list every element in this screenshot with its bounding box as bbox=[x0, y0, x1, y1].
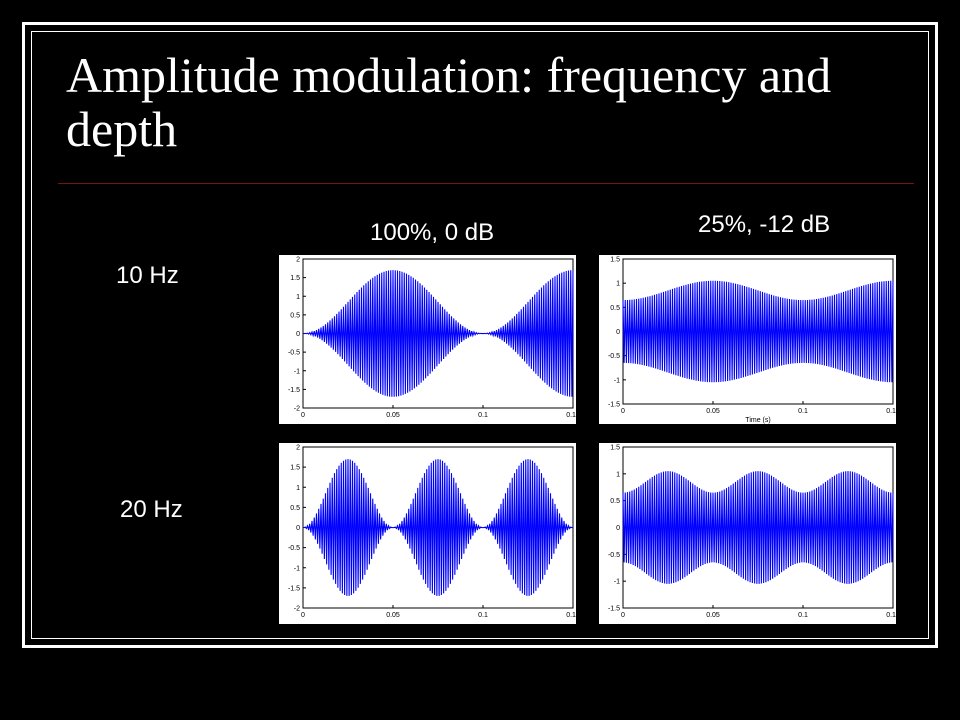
y-tick-label: -0.5 bbox=[608, 353, 620, 360]
x-tick-label: 0.15 bbox=[566, 612, 576, 619]
y-tick-label: 0 bbox=[296, 331, 300, 338]
y-tick-label: -1 bbox=[614, 579, 620, 586]
x-tick-label: 0.1 bbox=[478, 612, 488, 619]
y-tick-label: -1.5 bbox=[608, 606, 620, 613]
y-tick-label: -0.5 bbox=[288, 350, 300, 357]
y-tick-label: 2 bbox=[296, 445, 300, 452]
x-tick-label: 0.05 bbox=[386, 412, 400, 419]
x-axis-label: Time (s) bbox=[745, 417, 770, 424]
y-tick-label: -1 bbox=[294, 368, 300, 375]
y-tick-label: 1 bbox=[616, 281, 620, 288]
x-tick-label: 0.05 bbox=[706, 612, 720, 619]
x-tick-label: 0 bbox=[301, 612, 305, 619]
am-waveform-series bbox=[622, 280, 894, 383]
x-tick-label: 0 bbox=[301, 412, 305, 419]
y-tick-label: 1 bbox=[296, 294, 300, 301]
waveform-chart-20hz-100pct: -2 -1.5 -1 -0.5 0 0.5 1 1.5 2 0 0.05 0.1 0.15 bbox=[288, 445, 576, 620]
column-label-full-depth: 100%, 0 dB bbox=[370, 219, 495, 246]
x-tick-label: 0.15 bbox=[566, 412, 576, 419]
y-tick-label: -1.5 bbox=[288, 387, 300, 394]
waveform-chart-10hz-25pct: -1.5 -1 -0.5 0 0.5 1 1.5 0 0.05 0.1 0.15 Time (s) bbox=[608, 257, 896, 425]
y-tick-label: -1 bbox=[294, 565, 300, 572]
plot-axes-box bbox=[622, 258, 894, 405]
y-tick-label: -2 bbox=[294, 406, 300, 413]
y-tick-label: 1 bbox=[296, 485, 300, 492]
y-tick-label: 0.5 bbox=[290, 312, 300, 319]
plot-10hz-quarter-depth: -1.5 -1 -0.5 0 0.5 1 1.5 0 0.05 0.1 0.15 Time (s) bbox=[599, 255, 896, 424]
y-tick-label: 1.5 bbox=[290, 465, 300, 472]
slide-inner-border bbox=[31, 31, 929, 639]
y-tick-label: -0.5 bbox=[608, 552, 620, 559]
x-tick-label: 0.1 bbox=[798, 612, 808, 619]
y-tick-label: 0 bbox=[296, 525, 300, 532]
waveform-chart-10hz-100pct: -2 -1.5 -1 -0.5 0 0.5 1 1.5 2 0 0.05 0.1 0.15 bbox=[288, 257, 576, 420]
plot-20hz-quarter-depth: -1.5 -1 -0.5 0 0.5 1 1.5 0 0.05 0.1 0.15 bbox=[599, 443, 896, 624]
y-tick-label: 1.5 bbox=[610, 445, 620, 452]
am-waveform-series bbox=[302, 459, 574, 596]
y-tick-label: -1 bbox=[614, 377, 620, 384]
y-tick-label: -1.5 bbox=[608, 402, 620, 409]
waveform-chart-20hz-25pct: -1.5 -1 -0.5 0 0.5 1 1.5 0 0.05 0.1 0.15 bbox=[608, 445, 896, 620]
x-tick-label: 0.15 bbox=[886, 408, 896, 415]
row-label-10hz: 10 Hz bbox=[116, 262, 179, 289]
plot-20hz-full-depth: -2 -1.5 -1 -0.5 0 0.5 1 1.5 2 0 0.05 0.1 0.15 bbox=[279, 443, 576, 624]
y-tick-label: 0 bbox=[616, 525, 620, 532]
x-tick-label: 0 bbox=[621, 408, 625, 415]
x-tick-label: 0 bbox=[621, 612, 625, 619]
y-tick-label: 0.5 bbox=[290, 505, 300, 512]
x-tick-label: 0.1 bbox=[798, 408, 808, 415]
y-tick-label: -1.5 bbox=[288, 585, 300, 592]
y-tick-label: -0.5 bbox=[288, 545, 300, 552]
plot-10hz-full-depth: -2 -1.5 -1 -0.5 0 0.5 1 1.5 2 0 0.05 0.1 0.15 bbox=[279, 255, 576, 424]
title-divider bbox=[58, 183, 914, 184]
x-tick-label: 0.05 bbox=[386, 612, 400, 619]
y-tick-label: 1.5 bbox=[610, 257, 620, 264]
y-tick-label: 2 bbox=[296, 257, 300, 264]
x-tick-label: 0.05 bbox=[706, 408, 720, 415]
y-tick-label: 0.5 bbox=[610, 498, 620, 505]
am-waveform-series bbox=[622, 471, 894, 584]
row-label-20hz: 20 Hz bbox=[120, 496, 183, 523]
slide-outer-border bbox=[22, 22, 938, 648]
column-label-quarter-depth: 25%, -12 dB bbox=[698, 211, 831, 238]
y-tick-label: 0 bbox=[616, 329, 620, 336]
am-waveform-series bbox=[302, 270, 574, 397]
y-tick-label: 1 bbox=[616, 471, 620, 478]
y-tick-label: 1.5 bbox=[290, 275, 300, 282]
x-tick-label: 0.15 bbox=[886, 612, 896, 619]
y-tick-label: 0.5 bbox=[610, 305, 620, 312]
y-tick-label: -2 bbox=[294, 606, 300, 613]
x-tick-label: 0.1 bbox=[478, 412, 488, 419]
slide-title: Amplitude modulation: frequency and dept… bbox=[66, 47, 832, 157]
